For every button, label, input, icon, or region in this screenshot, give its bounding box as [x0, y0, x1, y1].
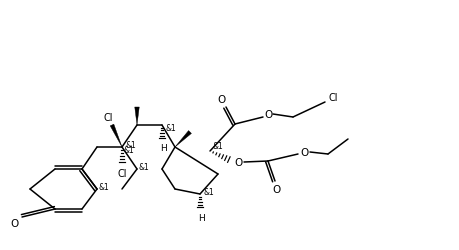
Text: &1: &1	[125, 141, 136, 150]
Polygon shape	[110, 125, 122, 148]
Text: H: H	[198, 214, 205, 222]
Text: O: O	[264, 110, 273, 120]
Polygon shape	[134, 108, 139, 126]
Text: &1: &1	[203, 188, 214, 197]
Text: O: O	[272, 184, 280, 194]
Text: Cl: Cl	[103, 112, 112, 122]
Text: O: O	[300, 148, 308, 157]
Text: O: O	[11, 218, 19, 228]
Polygon shape	[174, 131, 191, 148]
Text: &1: &1	[212, 142, 223, 151]
Text: Cl: Cl	[117, 168, 127, 178]
Text: &1: &1	[123, 146, 134, 155]
Text: H: H	[160, 144, 167, 153]
Text: Cl: Cl	[328, 93, 337, 102]
Text: &1: &1	[138, 163, 149, 172]
Text: &1: &1	[98, 183, 109, 192]
Text: O: O	[218, 94, 226, 104]
Text: O: O	[235, 157, 243, 167]
Text: &1: &1	[165, 124, 176, 133]
